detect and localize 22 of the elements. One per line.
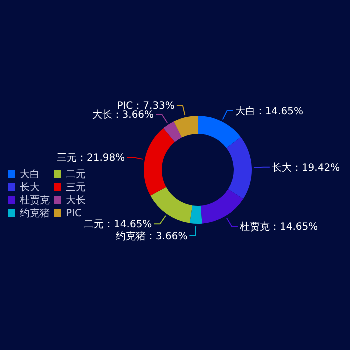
data-label: 杜贾克：14.65% bbox=[240, 221, 318, 234]
legend-label: 大白 bbox=[20, 168, 40, 180]
donut-slice bbox=[144, 128, 176, 196]
data-label: 二元：14.65% bbox=[84, 220, 152, 231]
data-label: 长大：19.42% bbox=[272, 162, 340, 174]
donut-slice bbox=[150, 187, 193, 224]
donut-slice bbox=[174, 116, 198, 138]
donut-slice bbox=[198, 116, 241, 148]
data-label: 约克猪：3.66% bbox=[116, 230, 188, 242]
legend-label: 大长 bbox=[66, 194, 86, 206]
data-label: 大白：14.65% bbox=[235, 105, 304, 118]
donut-slice bbox=[190, 206, 202, 224]
legend-label: 三元 bbox=[66, 182, 86, 194]
legend-label: PIC bbox=[66, 208, 82, 220]
data-label: 三元：21.98% bbox=[57, 153, 126, 164]
donut-slice bbox=[226, 137, 252, 200]
legend-label: 杜贾克 bbox=[20, 194, 50, 206]
donut-slice bbox=[164, 122, 182, 142]
legend-label: 约克猪 bbox=[20, 208, 50, 220]
legend-label: 长大 bbox=[20, 182, 40, 194]
legend-label: 二元 bbox=[66, 170, 86, 180]
data-label: 大长：3.66% bbox=[92, 109, 154, 122]
